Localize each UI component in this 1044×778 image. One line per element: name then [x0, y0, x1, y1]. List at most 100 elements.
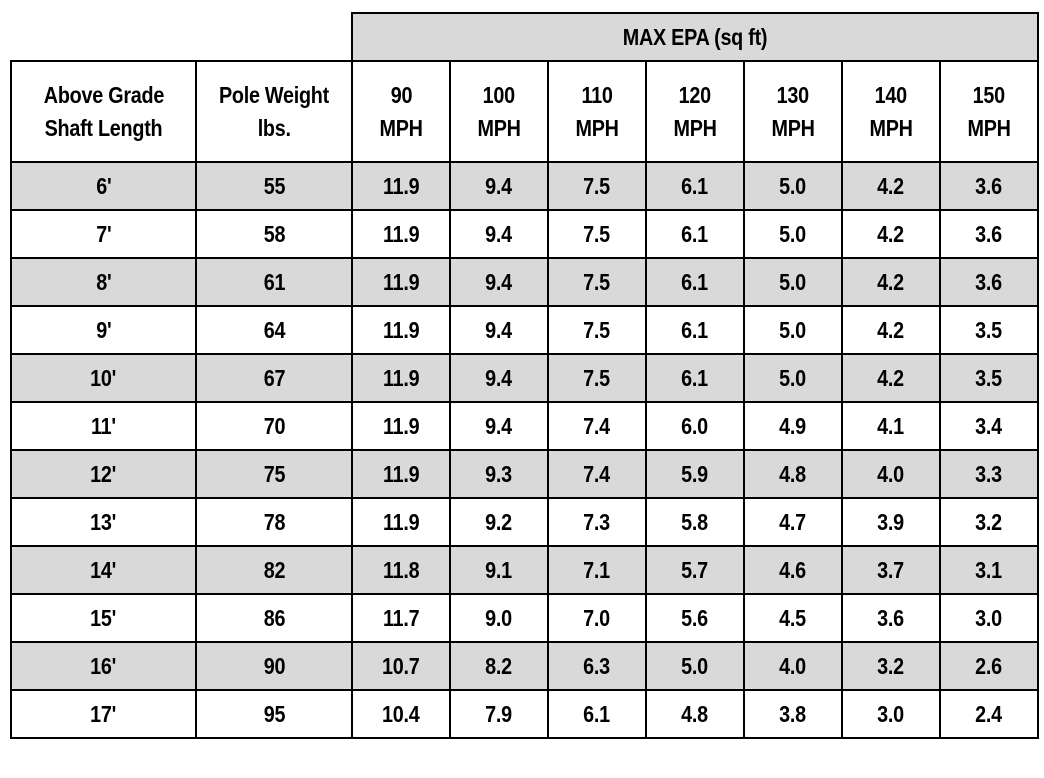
cell: 6.3 [547, 641, 647, 691]
column-header-line: MPH [673, 114, 717, 141]
column-header-line: Shaft Length [44, 114, 163, 141]
cell-text: 4.8 [779, 460, 807, 487]
cell: 4.1 [841, 401, 941, 451]
cell: 4.5 [743, 593, 843, 643]
cell: 11.9 [351, 305, 451, 355]
cell-text: 11.9 [382, 508, 420, 535]
cell: 11.9 [351, 401, 451, 451]
cell-text: 3.6 [975, 268, 1003, 295]
cell: 2.4 [939, 689, 1039, 739]
cell: 3.5 [939, 353, 1039, 403]
cell-text: 9.4 [485, 364, 513, 391]
cell-text: 3.8 [779, 700, 807, 727]
data-row: 12' 75 11.9 9.3 7.4 5.9 4.8 4.0 3.3 [10, 449, 1039, 499]
cell-text: 6.1 [681, 220, 709, 247]
cell: 5.8 [645, 497, 745, 547]
cell-text: 64 [263, 316, 285, 343]
cell: 4.6 [743, 545, 843, 595]
cell: 10.7 [351, 641, 451, 691]
cell: 16' [10, 641, 197, 691]
cell-text: 4.2 [877, 316, 905, 343]
cell-text: 90 [263, 652, 285, 679]
cell-text: 4.7 [779, 508, 807, 535]
cell-text: 5.8 [681, 508, 709, 535]
cell: 7.0 [547, 593, 647, 643]
cell-text: 86 [263, 604, 285, 631]
cell-text: 4.5 [779, 604, 807, 631]
cell: 9.4 [449, 305, 549, 355]
cell: 10' [10, 353, 197, 403]
cell-text: 9.4 [485, 268, 513, 295]
column-header-line: MPH [869, 114, 913, 141]
cell: 95 [195, 689, 353, 739]
data-row: 9' 64 11.9 9.4 7.5 6.1 5.0 4.2 3.5 [10, 305, 1039, 355]
cell-text: 11.9 [382, 460, 420, 487]
cell-text: 4.1 [877, 412, 905, 439]
data-row: 17' 95 10.4 7.9 6.1 4.8 3.8 3.0 2.4 [10, 689, 1039, 739]
column-header-line: MPH [771, 114, 815, 141]
cell: 55 [195, 161, 353, 211]
cell-text: 9.4 [485, 220, 513, 247]
cell: 3.0 [841, 689, 941, 739]
cell: 4.2 [841, 305, 941, 355]
cell-text: 3.5 [975, 364, 1003, 391]
cell: 90 [195, 641, 353, 691]
cell-text: 13' [90, 508, 117, 535]
cell: 4.7 [743, 497, 843, 547]
cell: 61 [195, 257, 353, 307]
cell-text: 7.3 [583, 508, 611, 535]
table-body: MAX EPA (sq ft) Above Grade Shaft Length P… [10, 12, 1039, 739]
cell: 11.9 [351, 209, 451, 259]
cell-text: 7.0 [583, 604, 611, 631]
cell-text: 11.9 [382, 220, 420, 247]
column-header-line: 150 [972, 81, 1006, 108]
cell: 4.2 [841, 257, 941, 307]
cell: 9.4 [449, 401, 549, 451]
cell-text: 9.4 [485, 316, 513, 343]
cell-text: 14' [90, 556, 117, 583]
cell-text: 3.4 [975, 412, 1003, 439]
cell-text: 3.6 [975, 172, 1003, 199]
cell-text: 11.9 [382, 172, 420, 199]
cell-text: 4.9 [779, 412, 807, 439]
cell-text: 7' [95, 220, 112, 247]
cell-text: 95 [263, 700, 285, 727]
cell: 7' [10, 209, 197, 259]
cell: 8.2 [449, 641, 549, 691]
cell: 3.6 [939, 161, 1039, 211]
cell: 11.8 [351, 545, 451, 595]
cell: 3.0 [939, 593, 1039, 643]
cell: 4.2 [841, 161, 941, 211]
cell-text: 5.0 [779, 364, 807, 391]
column-header-line: MPH [379, 114, 423, 141]
cell: 7.1 [547, 545, 647, 595]
epa-table: MAX EPA (sq ft) Above Grade Shaft Length P… [10, 12, 1039, 739]
column-header: 100 MPH [449, 60, 549, 163]
group-header-row: MAX EPA (sq ft) [11, 12, 1039, 62]
cell: 4.8 [645, 689, 745, 739]
column-header: Pole Weight lbs. [195, 60, 353, 163]
cell-text: 4.2 [877, 364, 905, 391]
cell-text: 9.4 [485, 412, 513, 439]
column-header-line: 130 [776, 81, 810, 108]
cell-text: 11.9 [382, 412, 420, 439]
cell-text: 6.1 [681, 268, 709, 295]
cell: 5.9 [645, 449, 745, 499]
cell-text: 82 [263, 556, 285, 583]
cell-text: 7.5 [583, 220, 611, 247]
column-header: Above Grade Shaft Length [10, 60, 197, 163]
cell-text: 11.9 [382, 364, 420, 391]
data-row: 16' 90 10.7 8.2 6.3 5.0 4.0 3.2 2.6 [10, 641, 1039, 691]
cell: 6.1 [645, 353, 745, 403]
cell: 15' [10, 593, 197, 643]
cell-text: 5.6 [681, 604, 709, 631]
cell: 4.9 [743, 401, 843, 451]
cell: 70 [195, 401, 353, 451]
cell-text: 17' [90, 700, 117, 727]
cell-text: 11' [91, 412, 116, 439]
cell: 11.9 [351, 353, 451, 403]
cell-text: 10' [90, 364, 117, 391]
column-header-line: MPH [477, 114, 521, 141]
cell-text: 7.4 [583, 412, 611, 439]
cell-text: 55 [263, 172, 285, 199]
